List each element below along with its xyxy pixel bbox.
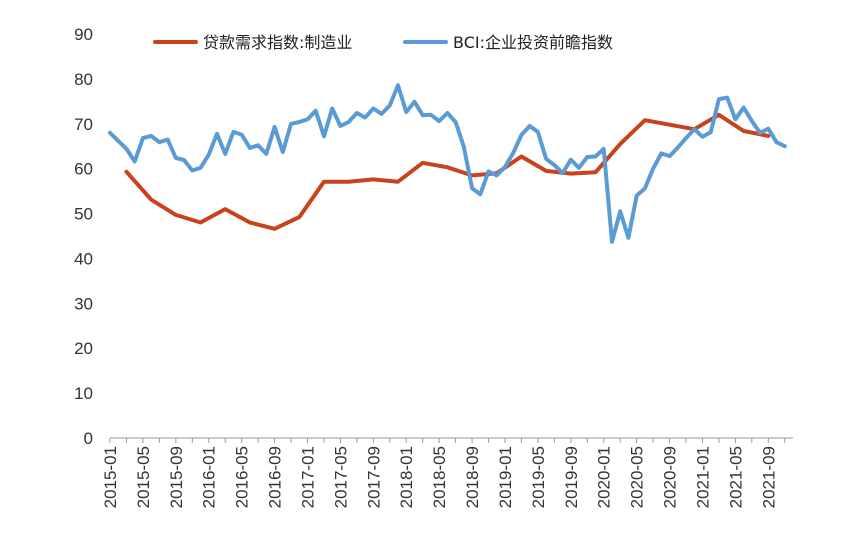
x-tick-label: 2021-05 (726, 446, 745, 508)
x-tick-label: 2017-09 (364, 446, 383, 508)
y-tick-label: 60 (74, 160, 93, 179)
series-group (108, 83, 787, 244)
series-line-bci (108, 83, 787, 244)
x-axis: 2015-01 2015-05 2015-09 2016-01 2016-05 2016-… (101, 437, 793, 508)
y-tick-label: 70 (74, 115, 93, 134)
x-tick-label: 2017-01 (298, 446, 317, 508)
x-tick-label: 2016-09 (266, 446, 285, 508)
x-tick-label: 2020-01 (595, 446, 614, 508)
x-tick-label: 2018-05 (430, 446, 449, 508)
series-line-loan-demand (124, 112, 771, 231)
y-axis: 0 10 20 30 40 50 60 70 80 90 (74, 25, 93, 448)
x-tick-label: 2015-01 (101, 446, 120, 508)
x-tick-label: 2015-09 (167, 446, 186, 508)
x-tick-label: 2020-05 (628, 446, 647, 508)
x-tick-label: 2018-01 (397, 446, 416, 508)
y-tick-label: 80 (74, 70, 93, 89)
x-tick-label: 2021-01 (693, 446, 712, 508)
y-tick-label: 20 (74, 339, 93, 358)
x-tick-label: 2016-05 (233, 446, 252, 508)
x-tick-label: 2019-09 (562, 446, 581, 508)
y-tick-label: 90 (74, 25, 93, 44)
y-tick-label: 50 (74, 205, 93, 224)
legend-label-loan-demand: 贷款需求指数:制造业 (203, 33, 352, 52)
x-tick-label: 2017-05 (331, 446, 350, 508)
y-tick-label: 10 (74, 384, 93, 403)
x-tick-label: 2021-09 (759, 446, 778, 508)
y-tick-label: 30 (74, 294, 93, 313)
y-tick-label: 0 (84, 429, 93, 448)
legend-label-bci: BCI:企业投资前瞻指数 (453, 33, 613, 52)
x-tick-label: 2019-05 (529, 446, 548, 508)
y-tick-label: 40 (74, 249, 93, 268)
x-tick-label: 2016-01 (200, 446, 219, 508)
x-tick-label: 2019-01 (496, 446, 515, 508)
legend: 贷款需求指数:制造业 BCI:企业投资前瞻指数 (153, 33, 613, 52)
x-tick-label: 2018-09 (463, 446, 482, 508)
x-tick-label: 2020-09 (661, 446, 680, 508)
x-tick-label: 2015-05 (134, 446, 153, 508)
